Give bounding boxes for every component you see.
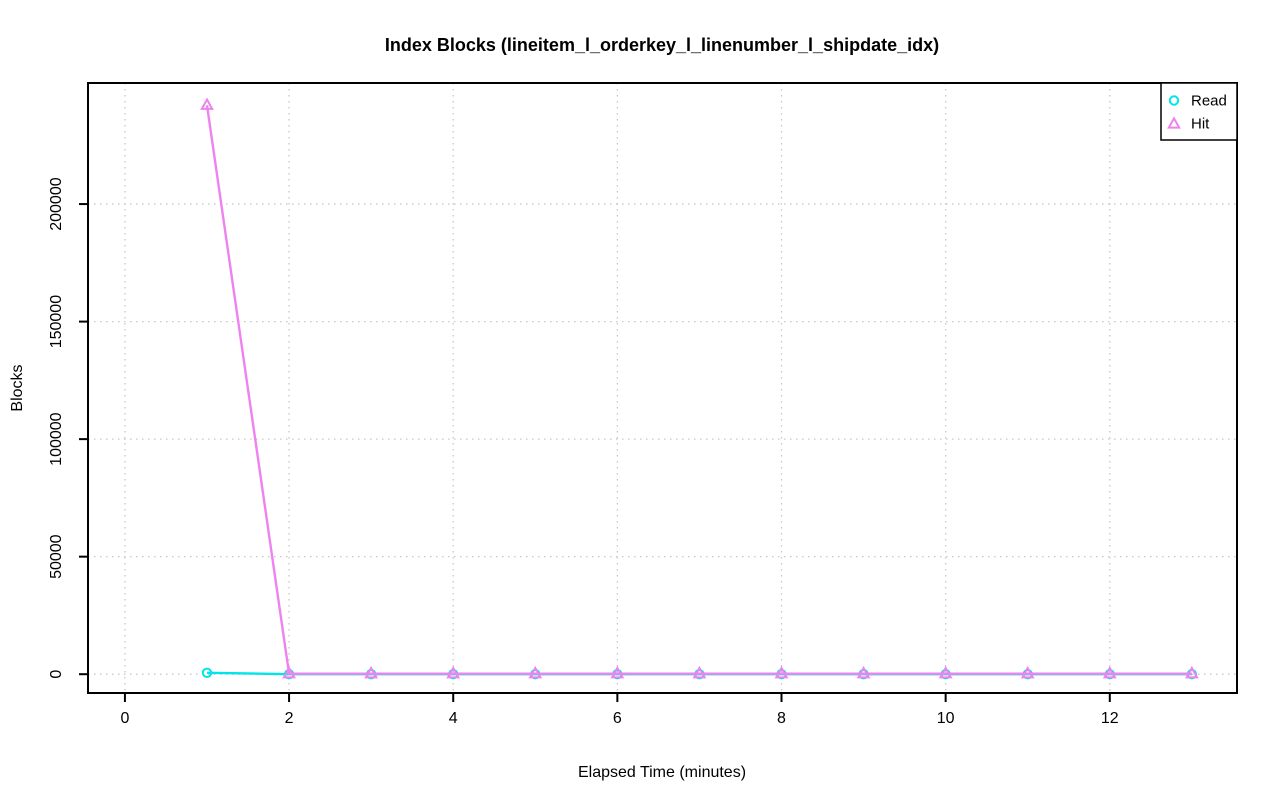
data-point-read xyxy=(201,667,213,678)
y-tick-label: 50000 xyxy=(48,534,65,579)
x-tick-label: 4 xyxy=(449,710,458,727)
y-tick-label: 0 xyxy=(48,670,65,679)
y-tick-label: 100000 xyxy=(48,412,65,465)
legend: Read Hit xyxy=(1160,82,1238,141)
legend-read-label: Read xyxy=(1191,93,1227,110)
data-point-hit xyxy=(200,97,214,110)
x-tick-label: 8 xyxy=(777,710,786,727)
x-tick-label: 12 xyxy=(1101,710,1119,727)
plot-frame xyxy=(87,82,1238,694)
chart-title: Index Blocks (lineitem_l_orderkey_l_line… xyxy=(385,35,939,55)
legend-hit-label: Hit xyxy=(1191,116,1210,133)
y-tick-label: 200000 xyxy=(48,177,65,230)
x-tick-label: 0 xyxy=(120,710,129,727)
legend-box xyxy=(1160,82,1238,141)
x-tick-label: 6 xyxy=(613,710,622,727)
x-tick-label: 2 xyxy=(285,710,294,727)
data-point-hit xyxy=(774,665,789,679)
series-line-hit xyxy=(205,105,1192,675)
legend-hit-triangle-icon xyxy=(1167,116,1181,129)
data-point-hit xyxy=(692,665,707,679)
y-axis-label: Blocks xyxy=(9,364,26,411)
data-point-hit xyxy=(1020,665,1035,679)
x-tick-label: 10 xyxy=(937,710,955,727)
data-point-hit xyxy=(856,665,871,679)
data-point-hit xyxy=(446,665,461,679)
data-point-hit xyxy=(364,665,379,679)
data-point-hit xyxy=(938,665,953,679)
x-axis-label: Elapsed Time (minutes) xyxy=(578,764,746,781)
data-point-hit xyxy=(1102,665,1117,679)
data-point-hit xyxy=(528,665,543,679)
data-point-hit xyxy=(1184,665,1199,679)
data-point-hit xyxy=(610,665,625,679)
legend-read-circle-icon xyxy=(1168,95,1180,106)
y-tick-label: 150000 xyxy=(48,295,65,348)
plot-area: 0 2 4 6 8 10 12 0 50000 100000 150000 200000 xyxy=(48,82,1238,727)
data-point-hit xyxy=(282,665,296,679)
